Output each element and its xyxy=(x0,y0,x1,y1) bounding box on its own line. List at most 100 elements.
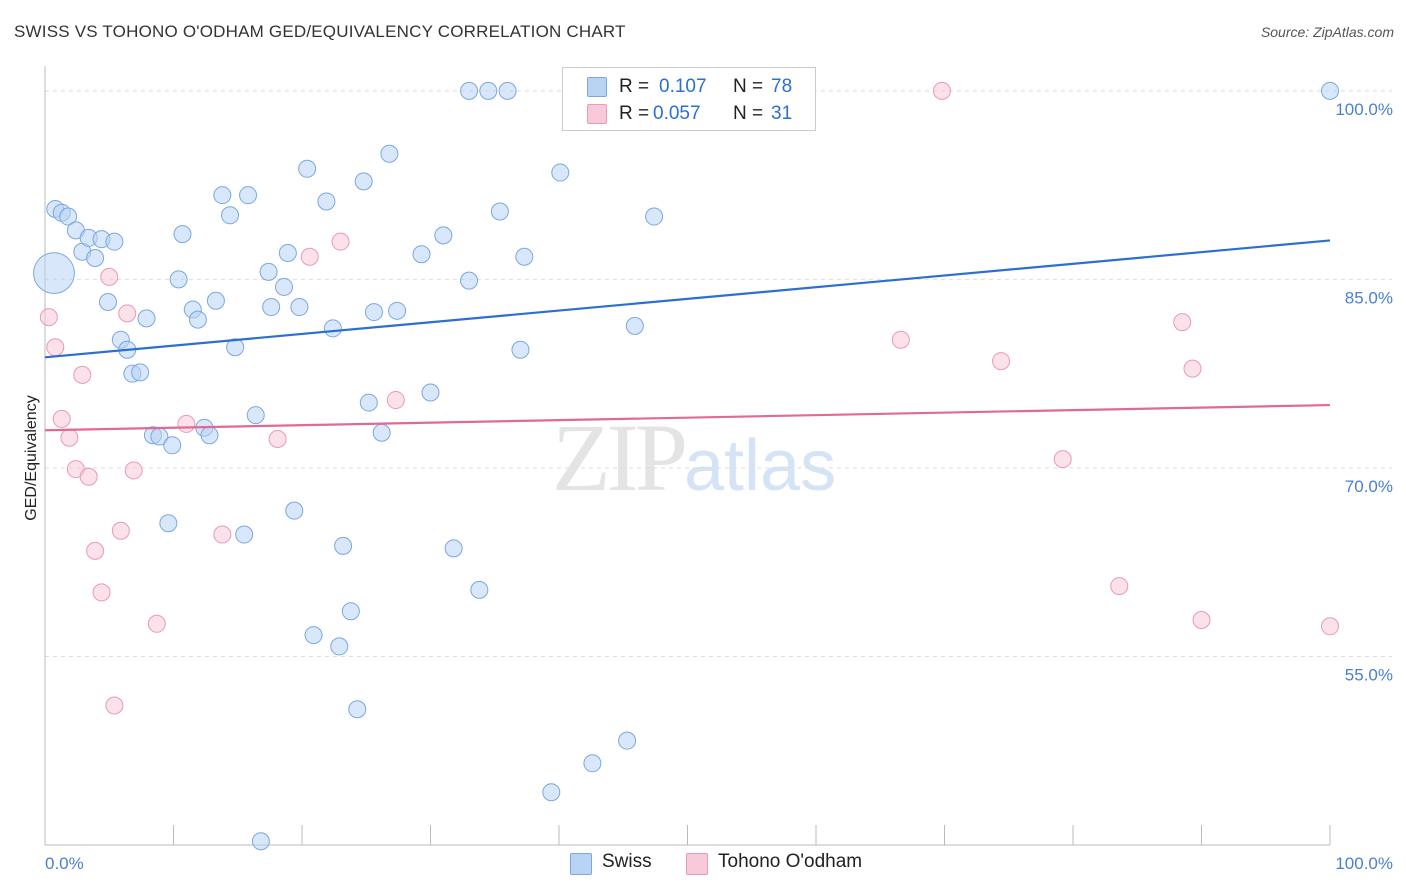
legend-n-label: N = xyxy=(733,103,764,124)
legend-r-label: R = xyxy=(619,76,650,97)
swiss-point xyxy=(213,186,232,205)
tohono-point xyxy=(118,304,137,323)
y-axis-title: GED/Equivalency xyxy=(23,395,40,520)
tohono-point xyxy=(891,330,910,349)
swiss-point xyxy=(317,192,336,211)
data-points xyxy=(33,81,1339,851)
swiss-point xyxy=(98,293,117,312)
swiss-point xyxy=(159,514,178,533)
swiss-swatch xyxy=(570,853,592,875)
swiss-point xyxy=(131,363,150,382)
trend-lines xyxy=(44,239,1331,432)
swiss-point xyxy=(618,731,637,750)
swiss-point xyxy=(200,426,219,445)
swiss-point xyxy=(285,501,304,520)
swiss-point xyxy=(137,309,156,328)
swiss-point xyxy=(290,298,309,317)
y-tick-label: 70.0% xyxy=(1345,477,1393,496)
swiss-point xyxy=(348,700,367,719)
tohono-point xyxy=(147,614,166,633)
swiss-trend-line xyxy=(44,239,1331,359)
swiss-point xyxy=(330,637,349,656)
swiss-point xyxy=(372,423,391,442)
tohono-point xyxy=(124,461,143,480)
swiss-point xyxy=(221,206,240,225)
swiss-swatch xyxy=(587,77,607,97)
swiss-point xyxy=(444,539,463,558)
tohono-point xyxy=(52,409,71,428)
chart-title: SWISS VS TOHONO O'ODHAM GED/EQUIVALENCY … xyxy=(14,22,626,41)
swiss-point xyxy=(460,81,479,100)
tohono-point xyxy=(105,696,124,715)
tohono-point xyxy=(60,428,79,447)
swiss-point xyxy=(163,436,182,455)
tohono-point xyxy=(268,430,287,449)
legend-n-value: 78 xyxy=(771,76,793,97)
swiss-point xyxy=(105,232,124,251)
swiss-point xyxy=(511,340,530,359)
tohono-point xyxy=(1192,611,1211,630)
swiss-point xyxy=(1321,81,1339,100)
swiss-point xyxy=(490,202,509,221)
swiss-point xyxy=(421,383,440,402)
swiss-point xyxy=(323,319,342,338)
swiss-point xyxy=(334,536,353,555)
swiss-point xyxy=(259,262,278,281)
tohono-point xyxy=(213,525,232,544)
tohono-swatch xyxy=(587,104,607,124)
watermark-atlas: atlas xyxy=(684,426,837,506)
swiss-point xyxy=(341,602,360,621)
watermark-zip: ZIP xyxy=(552,404,688,511)
tohono-point xyxy=(86,541,105,560)
swiss-point xyxy=(479,81,498,100)
y-tick-label: 100.0% xyxy=(1335,100,1393,119)
swiss-point xyxy=(412,245,431,264)
swiss-point xyxy=(251,832,270,851)
stats-legend: R = 0.107 N = 78 R = 0.057 N = 31 xyxy=(562,67,816,131)
swiss-point xyxy=(354,172,373,191)
tohono-point xyxy=(932,81,951,100)
tohono-point xyxy=(300,247,319,266)
legend-n-value: 31 xyxy=(771,103,793,124)
swiss-point xyxy=(33,252,75,295)
tohono-point xyxy=(92,583,111,602)
swiss-point xyxy=(625,316,644,335)
swiss-point xyxy=(235,525,254,544)
legend-r-label: R = xyxy=(619,103,650,124)
swiss-point xyxy=(59,207,78,226)
swiss-point xyxy=(239,186,258,205)
y-tick-label: 85.0% xyxy=(1345,288,1393,307)
axes xyxy=(44,66,1331,846)
swiss-point xyxy=(388,301,407,320)
tick-labels: 55.0% 70.0% 85.0% 100.0% 0.0% 100.0% GED/Equiv… xyxy=(23,100,1393,873)
swiss-point xyxy=(434,226,453,245)
swiss-point xyxy=(275,277,294,296)
swiss-point xyxy=(298,159,317,178)
tohono-point xyxy=(46,338,65,357)
swiss-point xyxy=(498,81,517,100)
swiss-point xyxy=(304,626,323,645)
tohono-point xyxy=(100,267,119,286)
swiss-point xyxy=(188,310,207,329)
tohono-swatch xyxy=(686,853,708,875)
legend-r-value: 0.107 xyxy=(659,76,707,97)
tohono-point xyxy=(79,467,98,486)
tohono-point xyxy=(992,352,1011,371)
swiss-point xyxy=(645,207,664,226)
tohono-point xyxy=(1173,313,1192,332)
swiss-point xyxy=(583,754,602,773)
bottom-legend-swiss-label: Swiss xyxy=(602,851,652,872)
tohono-point xyxy=(177,414,196,433)
swiss-point xyxy=(86,249,105,268)
swiss-point xyxy=(470,580,489,599)
tohono-point xyxy=(1183,359,1202,378)
watermark: ZIPatlas xyxy=(552,402,836,513)
swiss-point xyxy=(278,243,297,262)
swiss-point xyxy=(173,225,192,244)
swiss-point xyxy=(206,291,225,310)
legend-r-value: 0.057 xyxy=(653,103,701,124)
swiss-point xyxy=(359,393,378,412)
swiss-point xyxy=(460,271,479,290)
tohono-point xyxy=(73,365,92,384)
